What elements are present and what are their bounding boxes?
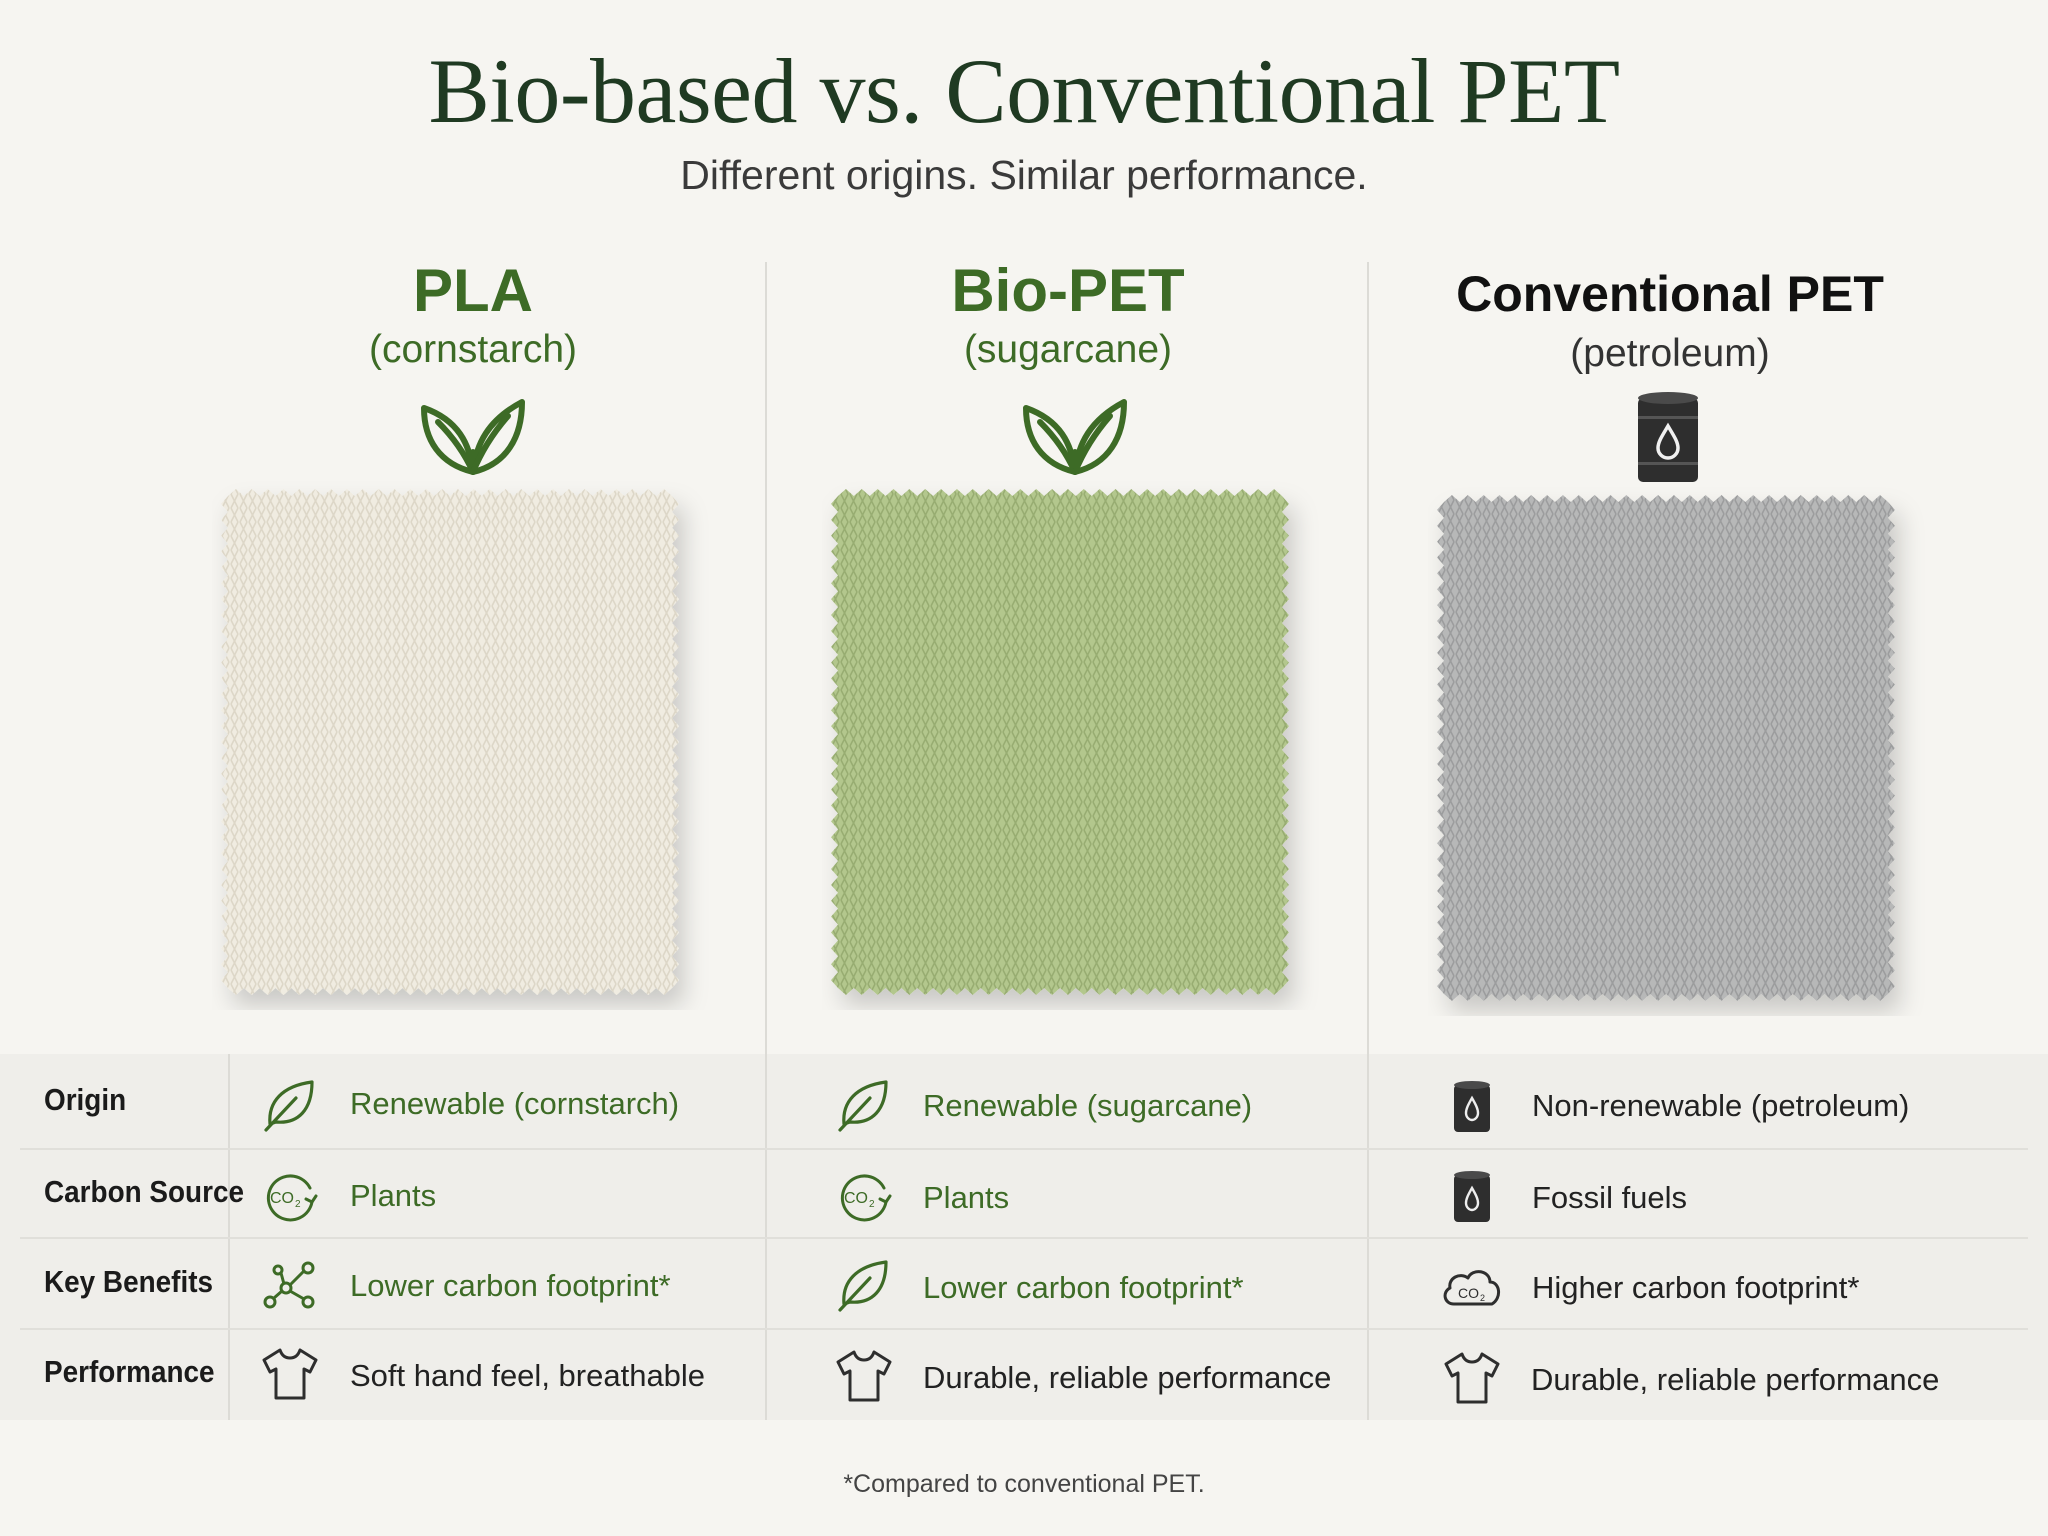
row-label-key-benefits: Key Benefits [44,1264,214,1299]
cell-text: Soft hand feel, breathable [350,1358,706,1393]
svg-text:CO: CO [844,1190,868,1207]
row-label-carbon-source: Carbon Source [44,1174,244,1209]
cell-text: Plants [923,1180,1010,1215]
leaf-icon [838,1260,888,1312]
tshirt-icon [836,1350,892,1402]
fabric-swatch-conventional-pet [1437,495,1895,1001]
co2-cloud-icon: CO 2 [1443,1270,1500,1306]
page-subtitle: Different origins. Similar performance. [680,152,1368,198]
cell-text: Plants [350,1178,437,1213]
oil-barrel-icon [1454,1171,1490,1222]
column-origin: (petroleum) [1570,332,1770,375]
leaf-sprout-icon [1023,399,1127,475]
column-header-bio-pet: Bio-PET (sugarcane) [768,258,1368,374]
oil-barrel-icon [1638,392,1698,482]
column-name: Conventional PET [1456,266,1884,322]
table-row-divider [20,1148,2028,1150]
page-title: Bio-based vs. Conventional PET [428,40,1620,142]
cell-text: Lower carbon footprint* [923,1270,1244,1305]
column-origin: (cornstarch) [368,328,578,371]
co2-cycle-icon: CO 2 [840,1174,892,1222]
column-name: Bio-PET [951,257,1185,324]
table-row-divider [20,1237,2028,1239]
svg-text:2: 2 [869,1199,875,1210]
column-divider [1367,262,1369,1054]
cell-text: Non-renewable (petroleum) [1532,1088,1910,1123]
cell-text: Lower carbon footprint* [350,1268,671,1303]
leaf-sprout-icon [421,399,525,475]
column-divider [765,262,767,1054]
cell-text: Renewable (cornstarch) [350,1086,680,1121]
tshirt-icon [1444,1352,1500,1404]
cell-text: Durable, reliable performance [923,1360,1332,1395]
leaf-icon [838,1080,888,1132]
table-row-divider [20,1328,2028,1330]
row-label-performance: Performance [44,1354,215,1389]
footnote: *Compared to conventional PET. [843,1470,1205,1498]
fabric-swatch-pla [221,489,679,995]
column-name: PLA [413,257,533,324]
co2-cycle-icon: CO 2 [266,1174,318,1222]
molecule-icon [263,1261,315,1309]
column-header-pla: PLA (cornstarch) [173,258,773,374]
svg-text:CO: CO [270,1190,294,1207]
column-header-conventional-pet: Conventional PET (petroleum) [1370,266,1970,378]
svg-text:2: 2 [295,1199,301,1210]
oil-barrel-icon [1454,1081,1490,1132]
tshirt-icon [262,1348,318,1400]
leaf-icon [264,1080,314,1132]
cell-text: Fossil fuels [1532,1180,1688,1215]
column-origin: (sugarcane) [963,328,1173,371]
cell-text: Renewable (sugarcane) [923,1088,1253,1123]
svg-text:2: 2 [1480,1293,1485,1303]
svg-text:CO: CO [1458,1285,1479,1301]
cell-text: Durable, reliable performance [1531,1362,1940,1397]
fabric-swatch-bio-pet [831,489,1289,995]
row-label-origin: Origin [44,1082,127,1117]
cell-text: Higher carbon footprint* [1532,1270,1860,1305]
